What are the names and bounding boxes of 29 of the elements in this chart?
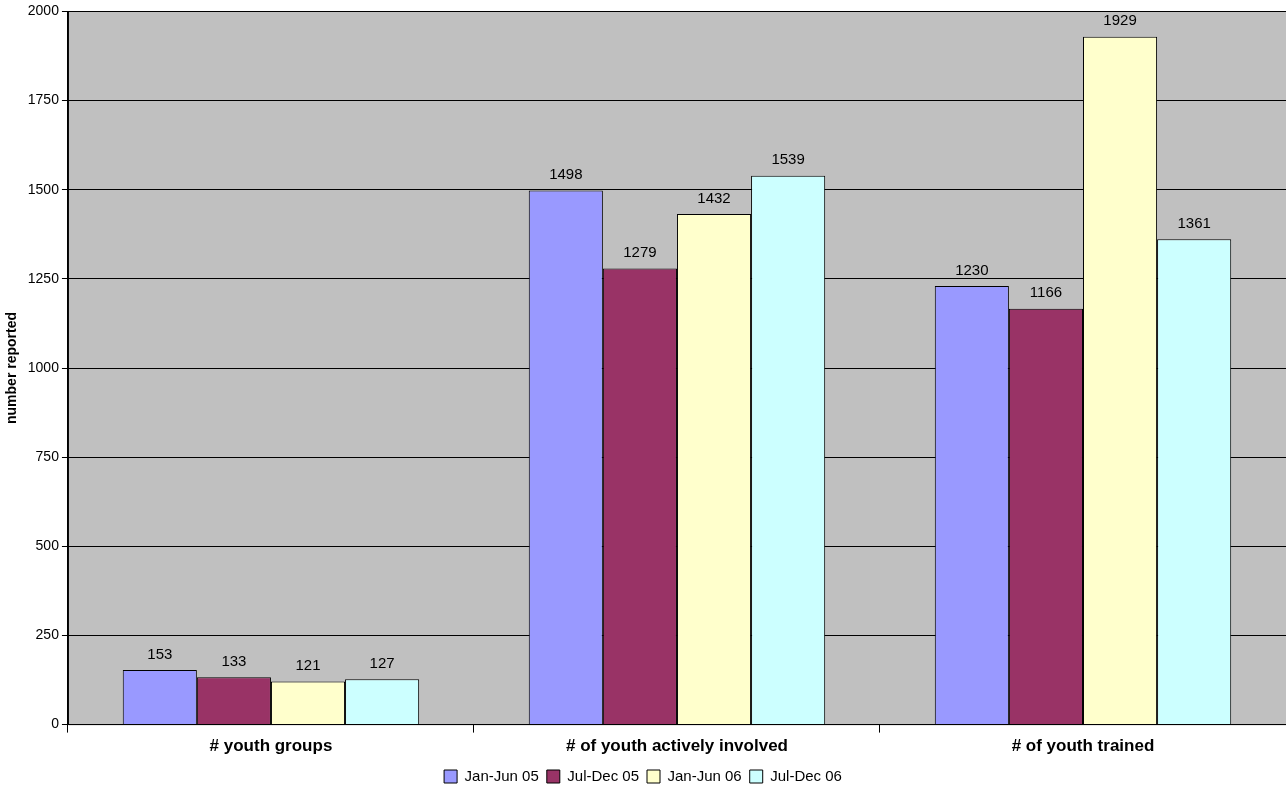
y-tick-label: 1000 bbox=[27, 358, 60, 375]
y-tick-label: 1250 bbox=[27, 269, 60, 286]
y-tick-label: 750 bbox=[35, 448, 60, 465]
y-axis-title: number reported bbox=[3, 311, 20, 425]
y-tick-label: 500 bbox=[35, 537, 60, 554]
data-label: 127 bbox=[369, 653, 395, 671]
legend-label: Jan-Jun 05 bbox=[464, 766, 539, 784]
y-tick-label: 0 bbox=[51, 715, 60, 732]
data-label: 133 bbox=[221, 651, 247, 669]
legend-label: Jul-Dec 05 bbox=[567, 766, 640, 784]
data-label: 1929 bbox=[1103, 11, 1137, 29]
y-tick-label: 1500 bbox=[27, 180, 60, 197]
y-tick-label: 1750 bbox=[27, 91, 60, 108]
data-label: 1361 bbox=[1177, 213, 1211, 231]
data-label: 1432 bbox=[697, 188, 731, 206]
x-tick-label: # of youth trained bbox=[1011, 736, 1155, 756]
data-label: 1498 bbox=[549, 165, 583, 183]
y-tick-label: 250 bbox=[35, 626, 60, 643]
data-label: 1539 bbox=[771, 150, 805, 168]
x-tick-label: # youth groups bbox=[209, 736, 333, 756]
x-tick-label: # of youth actively involved bbox=[565, 736, 788, 756]
legend-label: Jan-Jun 06 bbox=[667, 766, 742, 784]
data-label: 121 bbox=[295, 656, 321, 674]
data-label: 1166 bbox=[1029, 283, 1063, 301]
data-label: 153 bbox=[147, 644, 173, 662]
data-label: 1230 bbox=[955, 260, 989, 278]
legend-label: Jul-Dec 06 bbox=[770, 766, 842, 784]
data-label: 1279 bbox=[623, 243, 657, 261]
y-tick-label: 2000 bbox=[27, 2, 60, 19]
